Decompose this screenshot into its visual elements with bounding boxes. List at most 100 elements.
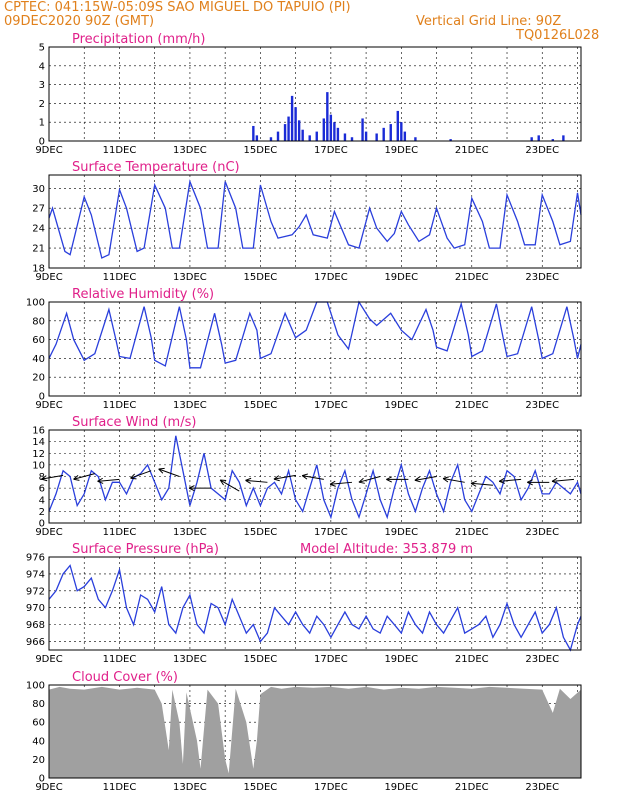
precip-bar: [350, 137, 354, 141]
series-line: [48, 179, 582, 259]
x-tick-label: 15DEC: [244, 400, 278, 411]
x-tick-label: 23DEC: [525, 145, 559, 156]
x-tick-label: 13DEC: [173, 145, 207, 156]
wind-arrow-head: [188, 485, 195, 492]
x-tick-label: 19DEC: [384, 400, 418, 411]
wind-arrow-head: [498, 477, 505, 484]
wind-arrow-head: [301, 473, 309, 480]
x-tick-label: 21DEC: [455, 527, 489, 538]
y-tick-label: 10: [32, 460, 45, 471]
y-tick-label: 80: [32, 316, 45, 327]
precip-bar: [396, 110, 399, 141]
precip-bar: [551, 139, 555, 141]
panel-title: Cloud Cover (%): [72, 670, 178, 685]
x-tick-label: 19DEC: [384, 145, 418, 156]
wind-arrow: [158, 468, 180, 477]
x-tick-label: 17DEC: [314, 145, 348, 156]
x-tick-label: 19DEC: [384, 782, 418, 793]
precip-bar: [308, 135, 311, 141]
x-tick-label: 11DEC: [103, 272, 137, 283]
x-tick-label: 23DEC: [525, 400, 559, 411]
y-tick-label: 100: [26, 298, 45, 309]
y-tick-label: 8: [39, 472, 45, 483]
y-tick-label: 18: [32, 264, 45, 275]
wind-arrow: [442, 477, 465, 483]
x-tick-label: 21DEC: [455, 272, 489, 283]
precip-bar: [562, 135, 565, 141]
wind-arrow-head: [358, 477, 365, 484]
wind-arrow-head: [551, 477, 558, 484]
x-tick-label: 11DEC: [103, 400, 137, 411]
y-tick-label: 12: [32, 449, 45, 460]
panel-frame: [48, 429, 582, 524]
panel-title: Surface Wind (m/s): [72, 415, 196, 430]
x-tick-label: 15DEC: [244, 272, 278, 283]
panel-5: 966 968 970 972 974 976 9DEC 11DEC 13DEC 15DEC 17D…: [26, 542, 582, 665]
x-tick-label: 13DEC: [173, 272, 207, 283]
x-tick-label: 9DEC: [35, 400, 62, 411]
precip-bar: [315, 131, 318, 141]
y-tick-label: 974: [26, 569, 45, 580]
y-tick-label: 14: [32, 437, 45, 448]
y-tick-label: 24: [32, 224, 45, 235]
wind-arrow: [97, 478, 120, 482]
wind-arrow-head: [442, 476, 449, 483]
x-tick-label: 11DEC: [103, 527, 137, 538]
x-tick-label: 21DEC: [455, 400, 489, 411]
x-tick-label: 13DEC: [173, 400, 207, 411]
model-altitude-label: Model Altitude: 353.879 m: [300, 542, 473, 557]
y-tick-label: 0: [39, 137, 45, 148]
panel-title: Precipitation (mm/h): [72, 32, 205, 47]
wind-arrow: [414, 476, 437, 481]
precip-bar: [287, 116, 290, 141]
y-tick-label: 60: [32, 718, 45, 729]
precip-bar: [326, 92, 329, 141]
wind-arrow: [470, 482, 493, 486]
panel-1: 0 1 2 3 4 5 9DEC 11DEC 13DEC 15DEC 17DEC 19DEC 21DEC…: [35, 32, 582, 156]
y-tick-label: 40: [32, 354, 45, 365]
precip-bar: [255, 135, 259, 141]
precip-bar: [252, 125, 255, 141]
precip-bar: [382, 127, 385, 141]
precip-bar: [530, 137, 533, 141]
precip-bar: [322, 118, 326, 141]
header-location: CPTEC: 041:15W-05:09S SAO MIGUEL DO TAPU…: [4, 0, 351, 15]
wind-arrow-head: [414, 476, 421, 483]
precip-bar: [297, 120, 301, 141]
x-tick-label: 13DEC: [173, 782, 207, 793]
x-tick-label: 17DEC: [314, 272, 348, 283]
y-tick-label: 30: [32, 184, 45, 195]
wind-arrow: [245, 479, 268, 483]
precip-bar: [403, 131, 407, 141]
x-tick-label: 11DEC: [103, 782, 137, 793]
x-tick-label: 9DEC: [35, 527, 62, 538]
wind-arrow-head: [97, 477, 104, 484]
wind-arrow-head: [219, 479, 227, 486]
x-tick-label: 23DEC: [525, 272, 559, 283]
cloud-area: [49, 686, 581, 778]
wind-arrow-head: [130, 473, 137, 480]
x-tick-label: 9DEC: [35, 782, 62, 793]
y-tick-label: 0: [39, 519, 45, 530]
x-tick-label: 23DEC: [525, 654, 559, 665]
precip-bar: [333, 122, 336, 141]
precip-bar: [449, 139, 452, 141]
panel-frame: [48, 174, 582, 269]
wind-arrow: [358, 476, 381, 483]
panel-frame: [48, 684, 582, 779]
x-tick-label: 13DEC: [173, 527, 207, 538]
wind-arrow: [219, 479, 240, 492]
y-tick-label: 976: [26, 553, 45, 564]
y-tick-label: 3: [39, 80, 45, 91]
y-tick-label: 5: [39, 43, 45, 54]
y-tick-label: 966: [26, 637, 45, 648]
wind-arrow: [302, 475, 324, 480]
y-tick-label: 80: [32, 699, 45, 710]
precip-bar: [294, 107, 297, 141]
x-tick-label: 15DEC: [244, 654, 278, 665]
wind-arrow-head: [470, 480, 477, 487]
header-date: 09DEC2020 90Z (GMT): [4, 14, 155, 29]
panel-frame: [48, 46, 582, 142]
wind-arrow-head: [386, 476, 392, 483]
precip-bar: [537, 135, 540, 141]
